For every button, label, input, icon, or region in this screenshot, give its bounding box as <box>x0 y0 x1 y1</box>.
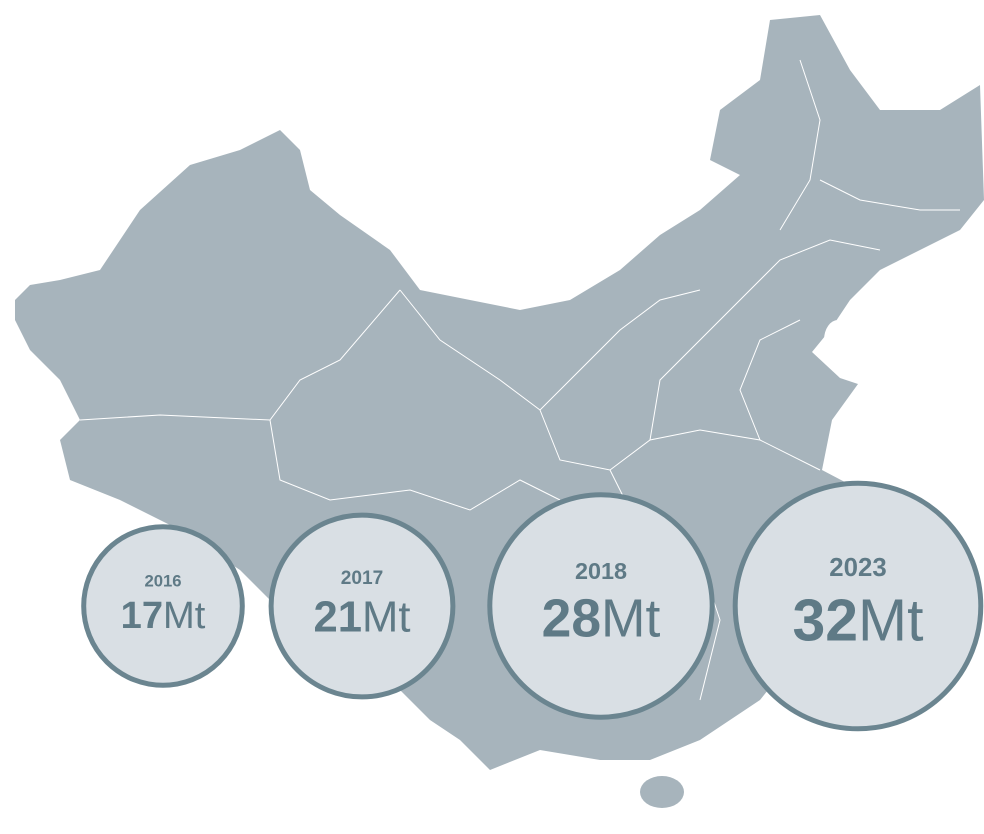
border <box>79 289 401 421</box>
value-label: 17Mt <box>121 595 206 637</box>
value-number: 28 <box>542 590 601 649</box>
bubble <box>732 480 984 732</box>
value-number: 32 <box>793 588 859 653</box>
bubble <box>487 492 715 720</box>
value-unit: Mt <box>362 593 410 641</box>
hainan <box>640 776 684 808</box>
value-number: 17 <box>121 595 163 637</box>
value-label: 21Mt <box>314 593 411 641</box>
value-label: 32Mt <box>793 588 924 653</box>
border <box>649 239 881 441</box>
year-label: 2018 <box>575 558 627 584</box>
year-label: 2016 <box>144 572 181 591</box>
value-label: 28Mt <box>542 590 661 649</box>
bubble <box>268 512 456 700</box>
year-label: 2017 <box>341 568 383 589</box>
year-label: 2023 <box>829 554 886 582</box>
bohai-sea <box>824 320 852 360</box>
value-unit: Mt <box>601 590 660 649</box>
value-unit: Mt <box>858 588 923 653</box>
value-number: 21 <box>314 593 363 641</box>
border <box>779 59 821 231</box>
border <box>739 319 801 441</box>
value-unit: Mt <box>163 595 206 637</box>
border <box>819 179 960 211</box>
border <box>399 289 701 411</box>
bubble <box>81 524 245 688</box>
border <box>269 419 561 511</box>
